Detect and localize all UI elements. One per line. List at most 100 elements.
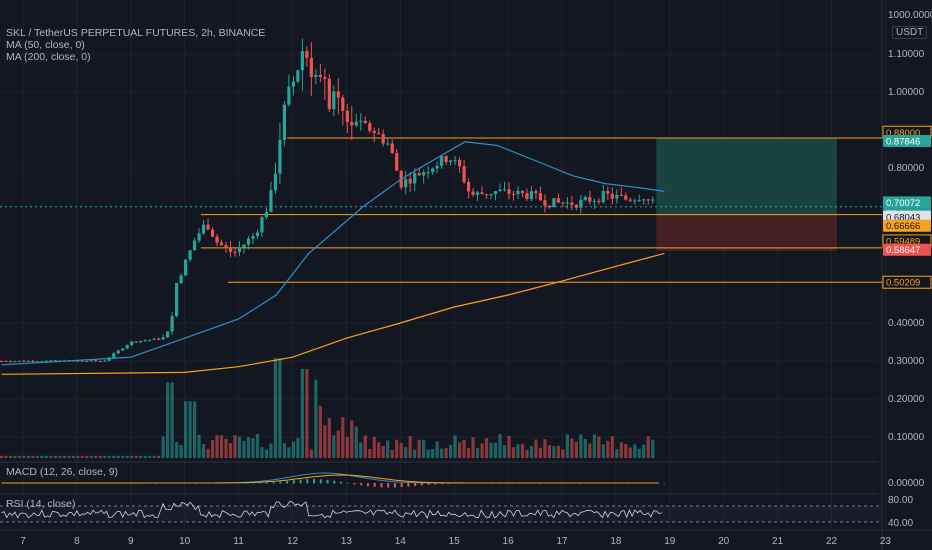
currency-button[interactable]: USDT bbox=[892, 26, 928, 39]
candle-body bbox=[13, 361, 17, 363]
candle-body bbox=[646, 199, 650, 201]
candle-body bbox=[94, 360, 98, 362]
macd-histogram-bar bbox=[596, 483, 599, 484]
candle-body bbox=[188, 250, 192, 260]
candle-body bbox=[143, 340, 147, 342]
macd-histogram-bar bbox=[313, 479, 316, 484]
volume-bar bbox=[565, 434, 569, 458]
candle-body bbox=[336, 91, 340, 98]
volume-bar bbox=[426, 449, 430, 458]
macd-histogram-bar bbox=[387, 483, 390, 488]
volume-bar bbox=[633, 444, 637, 458]
macd-histogram-bar bbox=[656, 483, 659, 484]
macd-histogram-bar bbox=[636, 483, 639, 484]
volume-bar bbox=[287, 447, 291, 458]
volume-bar bbox=[17, 455, 22, 458]
macd-histogram-bar bbox=[393, 483, 396, 488]
time-tick-label: 18 bbox=[610, 536, 622, 547]
candle-body bbox=[520, 190, 525, 194]
volume-bar bbox=[390, 449, 394, 458]
price-axis[interactable]: 1000.0000 1.10000 1.00000 0.80000 0.40000 0.3… bbox=[888, 10, 932, 529]
tag-level-050-bg bbox=[883, 276, 931, 289]
price-candles bbox=[0, 38, 655, 363]
volume-bar bbox=[112, 455, 116, 458]
macd-histogram-bar bbox=[414, 483, 417, 487]
volume-bar bbox=[637, 448, 641, 458]
macd-histogram-bar bbox=[211, 482, 214, 484]
candle-body bbox=[475, 192, 480, 195]
volume-bar bbox=[381, 445, 385, 458]
volume-bar bbox=[471, 437, 475, 458]
volume-bar bbox=[107, 455, 111, 458]
candle-body bbox=[408, 178, 412, 184]
volume-bar bbox=[386, 440, 390, 458]
macd-histogram-bar bbox=[373, 483, 376, 487]
volume-bar bbox=[619, 442, 623, 458]
macd-histogram-bar bbox=[360, 483, 363, 486]
candle-body bbox=[282, 104, 287, 141]
candle-body bbox=[377, 132, 381, 135]
candle-body bbox=[422, 172, 426, 176]
volume-bar bbox=[201, 444, 206, 458]
candle-body bbox=[134, 341, 138, 343]
volume-bar bbox=[85, 455, 89, 458]
volume-bar bbox=[134, 455, 138, 458]
candle-body bbox=[480, 192, 484, 195]
volume-bar bbox=[628, 447, 632, 458]
macd-legend[interactable]: MACD (12, 26, close, 9) bbox=[6, 466, 119, 478]
time-axis[interactable]: 7 8 9 10 11 12 13 14 15 16 17 18 19 20 21 22 23 bbox=[20, 536, 891, 547]
volume-bar bbox=[71, 455, 75, 458]
candle-body bbox=[543, 200, 547, 206]
candle-body bbox=[417, 173, 421, 176]
tag-stop-bg bbox=[883, 243, 931, 256]
rsi-legend[interactable]: RSI (14, close) bbox=[6, 498, 76, 510]
candle-body bbox=[8, 361, 13, 363]
macd-histogram-bar bbox=[535, 483, 538, 484]
volume-bar bbox=[148, 455, 152, 458]
volume-bar bbox=[318, 405, 322, 458]
candle-body bbox=[22, 360, 26, 362]
volume-bar bbox=[246, 437, 251, 458]
volume-bar bbox=[350, 420, 354, 458]
candle-body bbox=[148, 339, 152, 341]
candle-body bbox=[318, 74, 322, 78]
volume-bar bbox=[8, 455, 13, 458]
volume-bar bbox=[305, 368, 309, 458]
rsi-tick-label: 80.00 bbox=[888, 495, 913, 506]
horizontal-levels[interactable] bbox=[0, 137, 882, 283]
candle-body bbox=[152, 338, 156, 340]
volume-bar bbox=[314, 379, 318, 458]
macd-histogram-bar bbox=[494, 483, 497, 484]
macd-histogram-bar bbox=[643, 483, 646, 484]
position-zones[interactable] bbox=[656, 138, 837, 252]
candle-body bbox=[637, 200, 641, 202]
candle-body bbox=[175, 283, 179, 317]
macd-histogram-bar bbox=[454, 483, 457, 484]
candle-body bbox=[556, 198, 561, 203]
macd-histogram-bar bbox=[582, 483, 585, 484]
volume-bar bbox=[4, 455, 8, 458]
rsi-pane bbox=[0, 500, 882, 523]
candle-body bbox=[431, 168, 435, 173]
time-tick-label: 21 bbox=[772, 536, 784, 547]
macd-histogram-bar bbox=[521, 483, 524, 484]
volume-bar bbox=[552, 446, 556, 458]
macd-histogram-bar bbox=[259, 482, 262, 484]
candle-body bbox=[372, 130, 376, 133]
symbol-title[interactable]: SKL / TetherUS PERPETUAL FUTURES, 2h, BI… bbox=[6, 27, 266, 39]
volume-bar bbox=[336, 430, 340, 458]
candle-body bbox=[206, 224, 210, 230]
macd-histogram-bar bbox=[542, 483, 545, 484]
candle-body bbox=[642, 199, 646, 201]
price-tick-label: 0.20000 bbox=[888, 394, 925, 405]
candle-body bbox=[462, 166, 466, 182]
ma200-legend[interactable]: MA (200, close, 0) bbox=[6, 51, 91, 63]
ma50-legend[interactable]: MA (50, close, 0) bbox=[6, 39, 85, 51]
tag-stop: 0.58647 bbox=[886, 245, 920, 256]
macd-histogram-bar bbox=[171, 483, 174, 484]
candle-body bbox=[332, 91, 336, 110]
volume-bar bbox=[547, 445, 552, 458]
volume-bar bbox=[116, 455, 120, 458]
volume-bar bbox=[80, 455, 84, 458]
